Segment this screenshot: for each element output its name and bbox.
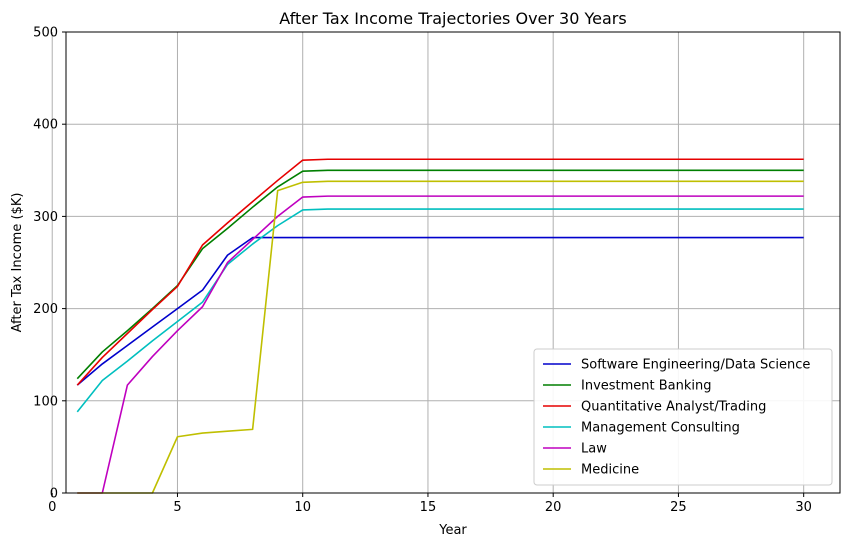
- y-axis-title: After Tax Income ($K): [10, 193, 25, 333]
- y-tick-label: 400: [33, 118, 58, 133]
- x-tick-label: 15: [420, 500, 437, 515]
- series-lines: [76, 158, 804, 494]
- x-tick-label: 10: [294, 500, 311, 515]
- x-tick-label: 0: [48, 500, 56, 515]
- legend-label: Quantitative Analyst/Trading: [581, 400, 766, 415]
- legend-label: Investment Banking: [581, 379, 712, 394]
- x-tick-label: 20: [545, 500, 562, 515]
- x-tick-label: 5: [173, 500, 181, 515]
- legend-label: Management Consulting: [581, 421, 740, 436]
- series-line-medicine: [77, 180, 804, 494]
- series-line-law: [77, 195, 804, 494]
- x-axis-title: Year: [438, 523, 467, 538]
- series-line-management-consulting: [76, 208, 804, 413]
- series-line-software-engineering-data-science: [76, 236, 804, 386]
- y-tick-label: 500: [33, 26, 58, 41]
- x-axis-ticks: 0 5 10 15 20 25 30: [48, 493, 812, 515]
- legend-box: [533, 348, 833, 486]
- chart-title: After Tax Income Trajectories Over 30 Ye…: [279, 9, 626, 28]
- y-tick-label: 100: [33, 394, 58, 409]
- y-tick-label: 0: [50, 487, 58, 502]
- plot-frame: [65, 31, 841, 494]
- series-line-investment-banking: [76, 169, 804, 380]
- y-tick-label: 300: [33, 210, 58, 225]
- series-line-quantitative-analyst-trading: [76, 158, 804, 386]
- x-tick-label: 30: [795, 500, 812, 515]
- y-axis-ticks: 0 100 200 300 400 500: [33, 26, 66, 502]
- y-tick-label: 200: [33, 302, 58, 317]
- legend-label: Law: [581, 442, 607, 457]
- legend: Software Engineering/Data Science Investm…: [533, 348, 833, 486]
- legend-label: Software Engineering/Data Science: [581, 358, 810, 373]
- x-tick-label: 25: [670, 500, 687, 515]
- legend-label: Medicine: [581, 463, 639, 478]
